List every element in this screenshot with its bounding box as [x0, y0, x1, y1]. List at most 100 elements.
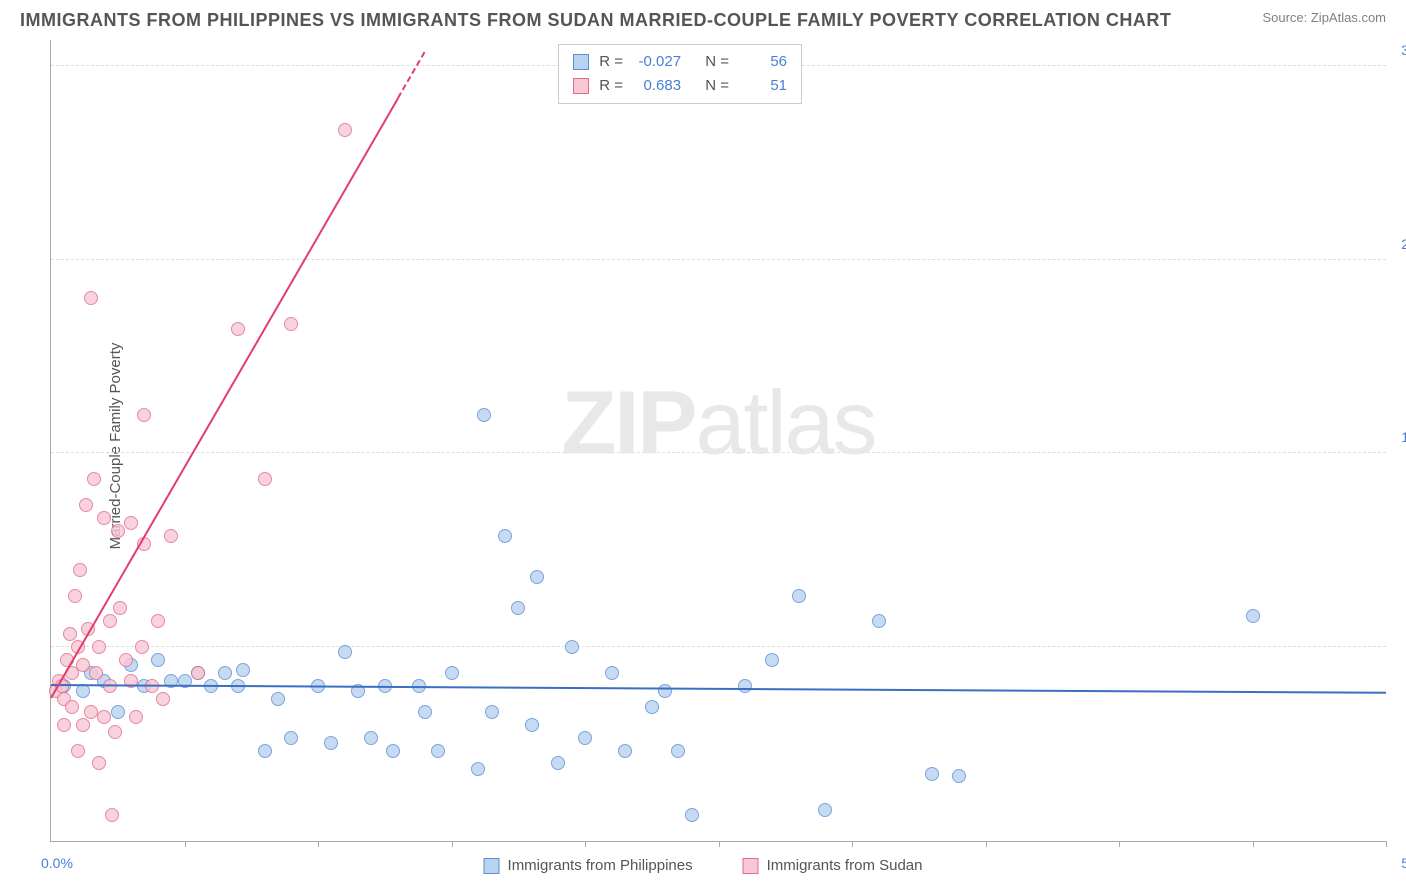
x-tick: [986, 841, 987, 847]
data-point: [685, 808, 699, 822]
data-point: [565, 640, 579, 654]
data-point: [108, 725, 122, 739]
y-tick-label: 15.0%: [1391, 429, 1406, 445]
data-point: [578, 731, 592, 745]
data-point: [618, 744, 632, 758]
source-attribution: Source: ZipAtlas.com: [1262, 10, 1386, 25]
x-axis-min-label: 0.0%: [41, 855, 73, 871]
data-point: [525, 718, 539, 732]
watermark-text: ZIPatlas: [561, 373, 875, 476]
gridline: [51, 452, 1386, 453]
x-tick: [852, 841, 853, 847]
data-point: [191, 666, 205, 680]
data-point: [92, 640, 106, 654]
data-point: [284, 317, 298, 331]
trend-line: [397, 51, 425, 98]
x-tick: [185, 841, 186, 847]
data-point: [218, 666, 232, 680]
data-point: [79, 498, 93, 512]
gridline: [51, 646, 1386, 647]
data-point: [105, 808, 119, 822]
x-tick: [1253, 841, 1254, 847]
data-point: [89, 666, 103, 680]
data-point: [364, 731, 378, 745]
data-point: [477, 408, 491, 422]
data-point: [236, 663, 250, 677]
x-tick: [585, 841, 586, 847]
data-point: [231, 322, 245, 336]
data-point: [164, 529, 178, 543]
x-tick: [1119, 841, 1120, 847]
data-point: [658, 684, 672, 698]
data-point: [471, 762, 485, 776]
data-point: [386, 744, 400, 758]
stats-row-sudan: R = 0.683 N = 51: [573, 74, 787, 98]
swatch-icon: [743, 858, 759, 874]
trend-line: [50, 98, 399, 699]
data-point: [71, 744, 85, 758]
trend-line: [51, 684, 1386, 694]
data-point: [151, 653, 165, 667]
data-point: [551, 756, 565, 770]
data-point: [57, 718, 71, 732]
data-point: [818, 803, 832, 817]
stats-legend-box: R = -0.027 N = 56 R = 0.683 N = 51: [558, 44, 802, 104]
data-point: [952, 769, 966, 783]
data-point: [925, 767, 939, 781]
data-point: [76, 658, 90, 672]
swatch-icon: [573, 54, 589, 70]
data-point: [76, 718, 90, 732]
x-tick: [1386, 841, 1387, 847]
data-point: [97, 511, 111, 525]
data-point: [97, 710, 111, 724]
legend-label: Immigrants from Philippines: [508, 857, 693, 874]
data-point: [73, 563, 87, 577]
legend-item-philippines: Immigrants from Philippines: [484, 857, 693, 874]
data-point: [338, 123, 352, 137]
data-point: [284, 731, 298, 745]
data-point: [445, 666, 459, 680]
y-tick-label: 22.5%: [1391, 236, 1406, 252]
data-point: [530, 570, 544, 584]
data-point: [119, 653, 133, 667]
data-point: [63, 627, 77, 641]
stats-row-philippines: R = -0.027 N = 56: [573, 50, 787, 74]
data-point: [137, 408, 151, 422]
y-tick-label: 7.5%: [1391, 623, 1406, 639]
data-point: [511, 601, 525, 615]
data-point: [111, 705, 125, 719]
data-point: [258, 744, 272, 758]
data-point: [1246, 609, 1260, 623]
data-point: [431, 744, 445, 758]
data-point: [87, 472, 101, 486]
bottom-legend: Immigrants from Philippines Immigrants f…: [484, 857, 923, 874]
data-point: [324, 736, 338, 750]
data-point: [76, 684, 90, 698]
y-tick-label: 30.0%: [1391, 42, 1406, 58]
x-axis-max-label: 50.0%: [1391, 855, 1406, 871]
data-point: [92, 756, 106, 770]
data-point: [156, 692, 170, 706]
data-point: [65, 700, 79, 714]
data-point: [129, 710, 143, 724]
data-point: [271, 692, 285, 706]
data-point: [498, 529, 512, 543]
data-point: [338, 645, 352, 659]
data-point: [68, 589, 82, 603]
data-point: [124, 516, 138, 530]
data-point: [418, 705, 432, 719]
data-point: [738, 679, 752, 693]
data-point: [765, 653, 779, 667]
data-point: [872, 614, 886, 628]
data-point: [671, 744, 685, 758]
gridline: [51, 259, 1386, 260]
data-point: [113, 601, 127, 615]
data-point: [258, 472, 272, 486]
data-point: [135, 640, 149, 654]
swatch-icon: [484, 858, 500, 874]
chart-title: IMMIGRANTS FROM PHILIPPINES VS IMMIGRANT…: [20, 10, 1171, 31]
data-point: [605, 666, 619, 680]
legend-item-sudan: Immigrants from Sudan: [743, 857, 923, 874]
data-point: [792, 589, 806, 603]
swatch-icon: [573, 78, 589, 94]
